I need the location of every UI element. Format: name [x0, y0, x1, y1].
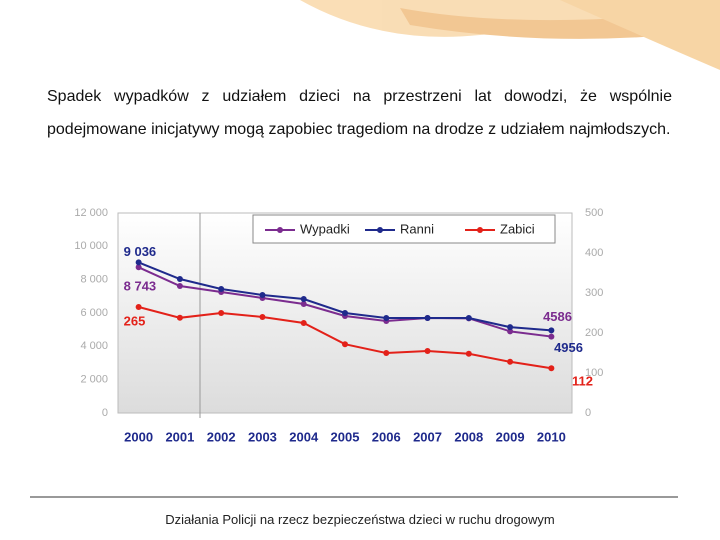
data-label: 265 [124, 313, 146, 328]
y2-tick-label: 0 [585, 407, 591, 419]
y-tick-label: 4 000 [80, 340, 108, 352]
legend-marker [377, 227, 383, 233]
x-tick-label: 2001 [165, 429, 194, 444]
data-point [135, 264, 142, 271]
x-tick-label: 2008 [454, 429, 483, 444]
data-point [342, 310, 348, 316]
x-tick-label: 2009 [496, 429, 525, 444]
data-point [218, 310, 225, 316]
data-label: 4586 [543, 309, 572, 324]
legend-marker [477, 227, 483, 233]
data-point [259, 314, 266, 320]
x-tick-label: 2003 [248, 429, 277, 444]
data-label: 112 [572, 374, 593, 389]
y2-tick-label: 400 [585, 247, 603, 259]
x-tick-label: 2006 [372, 429, 401, 444]
data-point [383, 315, 390, 321]
data-point [135, 304, 142, 310]
y-tick-label: 12 000 [74, 207, 108, 219]
data-point [548, 365, 555, 372]
data-point [176, 276, 183, 282]
data-point [176, 314, 183, 321]
data-point [342, 341, 348, 348]
y-tick-label: 2 000 [80, 374, 108, 386]
x-tick-label: 2004 [289, 429, 319, 444]
data-point [507, 358, 514, 365]
x-tick-label: 2010 [537, 429, 566, 444]
y2-tick-label: 100 [585, 367, 603, 379]
data-point [259, 292, 266, 298]
data-point [424, 348, 431, 354]
data-point [300, 301, 307, 307]
data-label: 4956 [554, 340, 583, 355]
footer: Działania Policji na rzecz bezpieczeństw… [165, 512, 555, 527]
data-point [465, 350, 472, 357]
y2-tick-label: 200 [585, 327, 603, 339]
y-tick-label: 8 000 [80, 274, 108, 286]
data-point [507, 328, 514, 335]
data-point [465, 315, 472, 321]
data-point [548, 333, 555, 340]
data-point [383, 350, 390, 356]
data-point [300, 320, 307, 326]
x-tick-label: 2002 [207, 429, 236, 444]
x-tick-label: 2000 [124, 429, 153, 444]
data-point [548, 327, 555, 334]
x-tick-label: 2007 [413, 429, 442, 444]
y2-tick-label: 300 [585, 287, 603, 299]
legend-marker [277, 227, 283, 233]
data-point [300, 296, 307, 302]
x-tick-label: 2005 [331, 429, 360, 444]
legend-label: Ranni [400, 221, 434, 236]
data-point [507, 324, 514, 331]
data-label: 9 036 [124, 244, 157, 259]
legend-label: Wypadki [300, 221, 350, 236]
y-tick-label: 10 000 [74, 240, 108, 252]
legend-label: Zabici [500, 221, 535, 236]
y-tick-label: 6 000 [80, 307, 108, 319]
data-point [424, 315, 431, 321]
data-point [218, 286, 225, 292]
paragraph: Spadek wypadków z udziałem dzieci na prz… [47, 88, 672, 138]
data-point [176, 283, 183, 289]
legend [252, 214, 556, 244]
decoration [300, 0, 720, 70]
y-tick-label: 0 [102, 407, 108, 419]
legend-box [252, 214, 556, 244]
data-point [135, 259, 142, 266]
data-label: 8 743 [124, 279, 157, 294]
y2-tick-label: 500 [585, 207, 603, 219]
